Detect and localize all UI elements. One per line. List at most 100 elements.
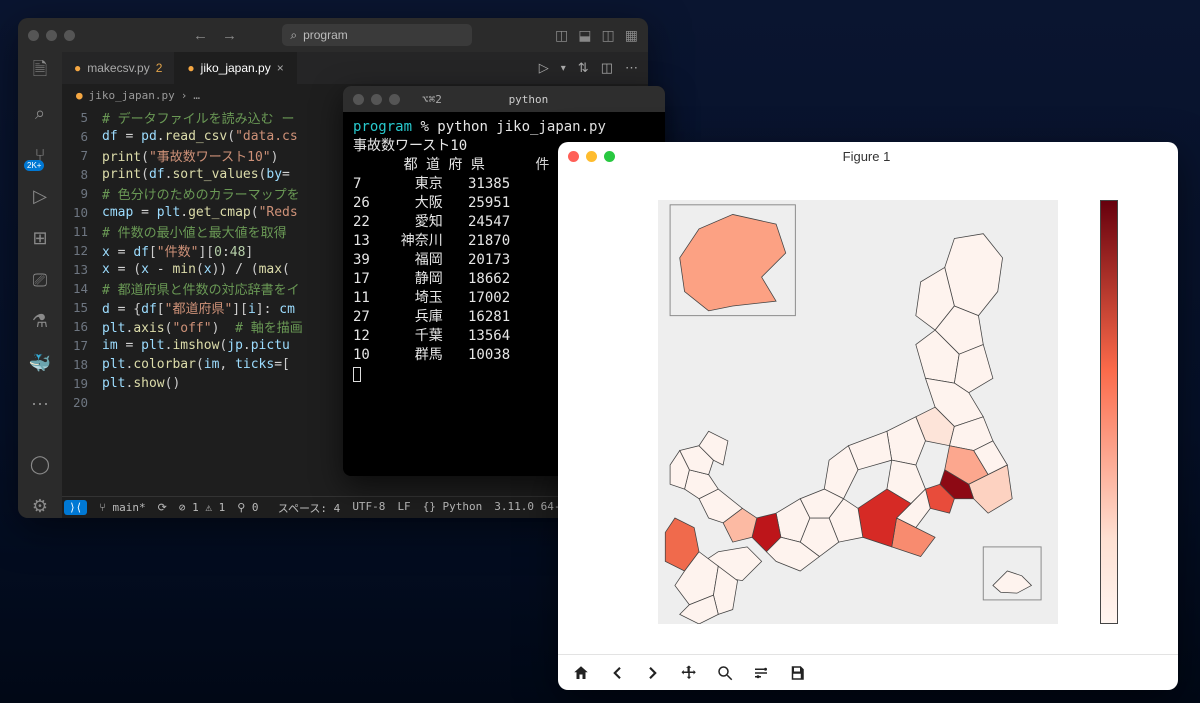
japan-map [658, 200, 1058, 624]
more-icon[interactable]: ⋯ [625, 60, 638, 76]
run-debug-icon[interactable]: ▷ [28, 185, 52, 209]
encoding[interactable]: UTF-8 [352, 500, 385, 516]
line-number: 16 [62, 319, 102, 334]
zoom-rect-icon[interactable] [710, 659, 740, 687]
home-icon[interactable] [566, 659, 596, 687]
line-source: print(df.sort_values(by= [102, 167, 290, 182]
settings-icon[interactable]: ⚙ [28, 494, 52, 518]
source-control-icon[interactable]: ⑂ [28, 144, 52, 168]
line-number: 17 [62, 338, 102, 353]
python-file-icon: ● [74, 61, 81, 75]
line-number: 7 [62, 148, 102, 163]
search-text: program [303, 28, 348, 42]
tab-makecsv[interactable]: ● makecsv.py 2 [62, 52, 175, 84]
line-number: 20 [62, 395, 102, 410]
line-number: 8 [62, 167, 102, 182]
line-number: 15 [62, 300, 102, 315]
figure-canvas[interactable] [558, 170, 1178, 654]
more-icon[interactable]: ⋯ [28, 393, 52, 417]
split-icon[interactable]: ◫ [601, 60, 613, 76]
line-source: cmap = plt.get_cmap("Reds [102, 205, 298, 220]
traffic-lights [28, 30, 75, 41]
language[interactable]: {} Python [423, 500, 483, 516]
close-icon[interactable] [568, 151, 579, 162]
search-icon: ⌕ [290, 28, 297, 43]
line-number: 13 [62, 262, 102, 277]
line-number: 19 [62, 376, 102, 391]
remote-icon[interactable]: ⎚ [28, 268, 52, 292]
forward-icon[interactable]: → [222, 27, 237, 44]
explorer-icon[interactable]: 🗎 [28, 60, 52, 84]
indent[interactable]: スペース: 4 [278, 500, 341, 516]
line-source: # 都道府県と件数の対応辞書をイ [102, 279, 300, 298]
figure-titlebar: Figure 1 [558, 142, 1178, 170]
back-icon[interactable] [602, 659, 632, 687]
tab-label: makecsv.py [87, 61, 149, 75]
git-sync[interactable]: ⟳ [158, 501, 167, 514]
search-icon[interactable]: ⌕ [28, 102, 52, 126]
minimize-icon[interactable] [46, 30, 57, 41]
line-number: 18 [62, 357, 102, 372]
line-source: d = {df["都道府県"][i]: cm [102, 298, 295, 317]
prompt-dir: program [353, 119, 412, 135]
prompt-command: % python jiko_japan.py [420, 119, 605, 135]
close-icon[interactable] [353, 94, 364, 105]
zoom-icon[interactable] [389, 94, 400, 105]
panel-right-icon[interactable]: ◫ [602, 27, 615, 44]
minimize-icon[interactable] [371, 94, 382, 105]
testing-icon[interactable]: ⚗ [28, 310, 52, 334]
line-number: 12 [62, 243, 102, 258]
line-source: x = df["件数"][0:48] [102, 241, 253, 260]
cursor [353, 367, 361, 382]
line-number: 14 [62, 281, 102, 296]
matplotlib-figure-window: Figure 1 [558, 142, 1178, 690]
line-source: # 色分けのためのカラーマップを [102, 184, 300, 203]
activity-bar: 🗎 ⌕ ⑂ ▷ ⊞ ⎚ ⚗ 🐳 ⋯ ◯ ⚙ [18, 52, 62, 518]
pan-icon[interactable] [674, 659, 704, 687]
layout-icon[interactable]: ▦ [625, 27, 638, 44]
plot-area [658, 200, 1058, 624]
remote-indicator[interactable]: ⟩⟨ [64, 500, 87, 515]
terminal-process: python [448, 93, 609, 106]
extensions-icon[interactable]: ⊞ [28, 227, 52, 251]
eol[interactable]: LF [397, 500, 410, 516]
line-source: # データファイルを読み込む ー [102, 108, 294, 127]
docker-icon[interactable]: 🐳 [28, 352, 52, 376]
editor-tabs: ● makecsv.py 2 ● jiko_japan.py × ▷ ▾ ⇅ ◫… [62, 52, 648, 84]
back-icon[interactable]: ← [193, 27, 208, 44]
diff-icon[interactable]: ⇅ [578, 60, 589, 76]
line-number: 5 [62, 110, 102, 125]
close-icon[interactable] [28, 30, 39, 41]
panel-left-icon[interactable]: ◫ [555, 27, 568, 44]
save-icon[interactable] [782, 659, 812, 687]
region-okinawa [993, 571, 1032, 593]
minimize-icon[interactable] [586, 151, 597, 162]
panel-bottom-icon[interactable]: ⬓ [578, 27, 591, 44]
forward-icon[interactable] [638, 659, 668, 687]
line-number: 6 [62, 129, 102, 144]
figure-title: Figure 1 [622, 149, 1111, 164]
command-center[interactable]: ⌕ program [282, 24, 472, 46]
tab-modified-count: 2 [156, 61, 163, 75]
problems[interactable]: ⊘ 1 ⚠ 1 [179, 501, 225, 514]
tab-jiko-japan[interactable]: ● jiko_japan.py × [175, 52, 296, 84]
zoom-icon[interactable] [64, 30, 75, 41]
line-source: im = plt.imshow(jp.pictu [102, 338, 290, 353]
line-source: x = (x - min(x)) / (max( [102, 262, 290, 277]
line-number: 10 [62, 205, 102, 220]
zoom-icon[interactable] [604, 151, 615, 162]
line-source: df = pd.read_csv("data.cs [102, 129, 298, 144]
tab-close-icon[interactable]: × [277, 61, 284, 75]
run-button[interactable]: ▷ [539, 60, 549, 76]
editor-actions: ▷ ▾ ⇅ ◫ ⋯ [529, 52, 648, 84]
ports[interactable]: ⚲ 0 [237, 501, 258, 514]
git-branch[interactable]: ⑂ main* [99, 501, 145, 514]
figure-toolbar [558, 654, 1178, 690]
python-file-icon: ● [187, 61, 194, 75]
config-icon[interactable] [746, 659, 776, 687]
colorbar [1100, 200, 1118, 624]
line-source: plt.axis("off") # 軸を描画 [102, 317, 303, 336]
line-source: # 件数の最小値と最大値を取得 [102, 222, 287, 241]
line-source: plt.show() [102, 376, 180, 391]
account-icon[interactable]: ◯ [28, 453, 52, 477]
